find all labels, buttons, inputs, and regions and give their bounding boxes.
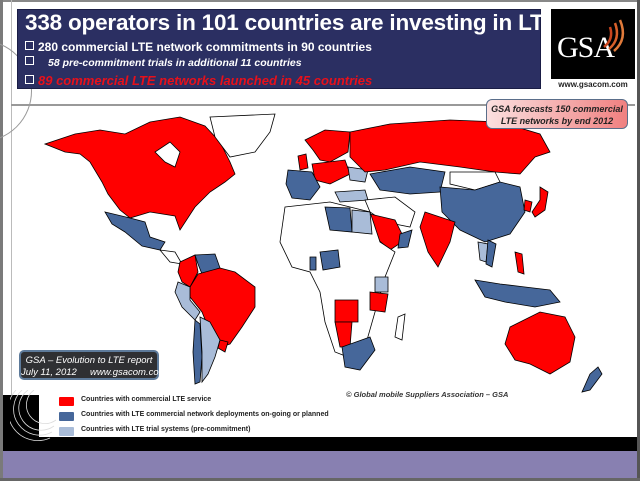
legend-swatch-darkblue <box>59 412 74 421</box>
region-peru <box>174 281 201 321</box>
region-uruguay <box>217 339 229 353</box>
region-oman <box>397 229 413 249</box>
footer-purple-band <box>3 451 637 478</box>
copyright-notice: © Global mobile Suppliers Association – … <box>346 390 509 399</box>
region-indonesia <box>474 279 561 308</box>
forecast-callout: GSA forecasts 150 commercial LTE network… <box>486 99 628 129</box>
header-banner: 338 operators in 101 countries are inves… <box>17 9 559 89</box>
logo-url: www.gsacom.com <box>558 80 628 89</box>
gsa-logo: GSA <box>551 9 635 79</box>
region-south-africa <box>341 336 376 371</box>
region-uk <box>297 153 309 171</box>
region-tanzania <box>369 291 389 313</box>
checkbox-bullet-icon <box>25 56 34 65</box>
report-badge: GSA – Evolution to LTE report July 11, 2… <box>19 350 167 380</box>
region-mexico <box>104 211 166 251</box>
region-north-america <box>43 116 236 231</box>
region-turkey <box>334 189 369 203</box>
region-central-europe <box>311 159 351 185</box>
signal-waves-icon <box>603 19 625 52</box>
legend-swatch-red <box>59 397 74 406</box>
region-western-europe <box>285 169 321 201</box>
bullet-launched: 89 commercial LTE networks launched in 4… <box>25 73 372 88</box>
region-australia <box>504 311 576 375</box>
region-nigeria <box>319 249 341 271</box>
region-scandinavia <box>304 129 351 163</box>
region-argentina <box>199 316 221 384</box>
checkbox-bullet-icon <box>25 75 34 84</box>
region-angola <box>334 299 359 323</box>
region-korea <box>523 199 533 213</box>
region-kazakhstan <box>369 166 446 195</box>
region-japan <box>531 186 549 218</box>
frame-top <box>0 0 640 2</box>
page-title: 338 operators in 101 countries are inves… <box>25 10 559 35</box>
region-eastern-europe <box>347 166 369 183</box>
decorative-arcs-icon <box>10 390 57 441</box>
frame-left <box>0 0 3 481</box>
region-vietnam <box>485 239 497 268</box>
header-divider <box>11 104 635 106</box>
region-kenya <box>374 276 389 293</box>
region-russia <box>349 119 551 175</box>
world-map <box>43 113 603 393</box>
region-central-america <box>159 249 183 265</box>
hudson-bay <box>154 141 181 168</box>
region-china <box>439 181 526 243</box>
region-new-zealand <box>581 366 603 393</box>
footer-black-band <box>3 437 637 451</box>
frame-right <box>637 0 640 481</box>
region-madagascar <box>394 313 406 341</box>
region-philippines <box>514 251 525 275</box>
region-india <box>419 211 456 268</box>
checkbox-bullet-icon <box>25 41 34 50</box>
region-egypt <box>351 209 373 235</box>
bottom-frame <box>0 478 640 481</box>
inner-frame-line <box>11 0 12 400</box>
legend-swatch-lightblue <box>59 427 74 436</box>
bullet-trials: 58 pre-commitment trials in additional 1… <box>25 56 302 69</box>
region-ghana <box>309 256 317 271</box>
region-greenland <box>209 113 276 158</box>
bullet-commitments: 280 commercial LTE network commitments i… <box>25 40 372 54</box>
